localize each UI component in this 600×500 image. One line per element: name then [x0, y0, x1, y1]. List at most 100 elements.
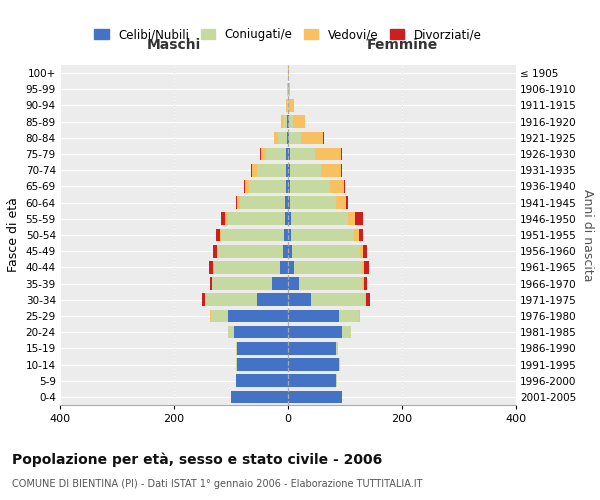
Bar: [348, 212, 355, 225]
Bar: [239, 196, 285, 209]
Bar: [251, 164, 257, 176]
Bar: [221, 228, 284, 241]
Bar: [366, 294, 370, 306]
Bar: [272, 278, 288, 290]
Bar: [289, 83, 290, 96]
Bar: [284, 212, 288, 225]
Bar: [257, 164, 286, 176]
Bar: [283, 245, 288, 258]
Bar: [292, 228, 354, 241]
Bar: [210, 278, 212, 290]
Bar: [354, 228, 359, 241]
Bar: [278, 132, 287, 144]
Bar: [337, 342, 338, 354]
Bar: [215, 228, 220, 241]
Bar: [340, 310, 359, 322]
Bar: [361, 245, 363, 258]
Bar: [288, 278, 299, 290]
Bar: [287, 132, 288, 144]
Bar: [212, 278, 272, 290]
Bar: [286, 148, 288, 160]
Bar: [288, 390, 342, 403]
Y-axis label: Anni di nascita: Anni di nascita: [581, 188, 593, 281]
Bar: [227, 212, 284, 225]
Bar: [289, 116, 293, 128]
Bar: [274, 132, 278, 144]
Bar: [288, 245, 292, 258]
Bar: [292, 245, 361, 258]
Bar: [286, 164, 288, 176]
Bar: [236, 358, 288, 371]
Bar: [290, 180, 329, 192]
Bar: [290, 164, 321, 176]
Bar: [288, 180, 290, 192]
Bar: [288, 358, 340, 371]
Bar: [226, 212, 227, 225]
Bar: [202, 294, 205, 306]
Bar: [291, 212, 348, 225]
Bar: [280, 261, 288, 274]
Bar: [286, 180, 288, 192]
Bar: [288, 164, 290, 176]
Bar: [220, 228, 221, 241]
Text: Maschi: Maschi: [147, 38, 201, 52]
Text: Femmine: Femmine: [367, 38, 437, 52]
Bar: [287, 99, 288, 112]
Bar: [221, 212, 226, 225]
Bar: [288, 342, 337, 354]
Bar: [288, 196, 290, 209]
Bar: [362, 261, 364, 274]
Bar: [217, 245, 218, 258]
Bar: [281, 116, 283, 128]
Bar: [231, 390, 288, 403]
Y-axis label: Fasce di età: Fasce di età: [7, 198, 20, 272]
Bar: [234, 326, 288, 338]
Bar: [218, 245, 283, 258]
Bar: [260, 148, 266, 160]
Bar: [290, 196, 336, 209]
Bar: [213, 245, 217, 258]
Bar: [293, 116, 305, 128]
Bar: [288, 228, 292, 241]
Bar: [228, 310, 288, 322]
Text: COMUNE DI BIENTINA (PI) - Dati ISTAT 1° gennaio 2006 - Elaborazione TUTTITALIA.I: COMUNE DI BIENTINA (PI) - Dati ISTAT 1° …: [12, 479, 422, 489]
Bar: [301, 132, 323, 144]
Bar: [257, 294, 288, 306]
Bar: [364, 278, 367, 290]
Bar: [288, 261, 294, 274]
Bar: [344, 180, 345, 192]
Bar: [294, 261, 362, 274]
Bar: [214, 261, 280, 274]
Bar: [288, 148, 290, 160]
Bar: [289, 132, 301, 144]
Bar: [336, 196, 346, 209]
Bar: [346, 196, 348, 209]
Bar: [288, 310, 340, 322]
Bar: [236, 342, 288, 354]
Bar: [266, 148, 286, 160]
Bar: [211, 310, 228, 322]
Bar: [228, 326, 234, 338]
Bar: [362, 278, 364, 290]
Bar: [299, 278, 362, 290]
Bar: [355, 212, 363, 225]
Bar: [359, 228, 363, 241]
Bar: [283, 116, 287, 128]
Bar: [245, 180, 248, 192]
Bar: [285, 196, 288, 209]
Bar: [329, 180, 344, 192]
Bar: [311, 294, 365, 306]
Bar: [248, 180, 286, 192]
Bar: [364, 261, 369, 274]
Bar: [237, 196, 239, 209]
Bar: [284, 228, 288, 241]
Bar: [289, 99, 294, 112]
Bar: [342, 326, 350, 338]
Bar: [288, 294, 311, 306]
Bar: [288, 132, 289, 144]
Legend: Celibi/Nubili, Coniugati/e, Vedovi/e, Divorziati/e: Celibi/Nubili, Coniugati/e, Vedovi/e, Di…: [89, 24, 487, 46]
Bar: [288, 374, 337, 387]
Bar: [321, 164, 341, 176]
Bar: [363, 245, 367, 258]
Bar: [316, 148, 341, 160]
